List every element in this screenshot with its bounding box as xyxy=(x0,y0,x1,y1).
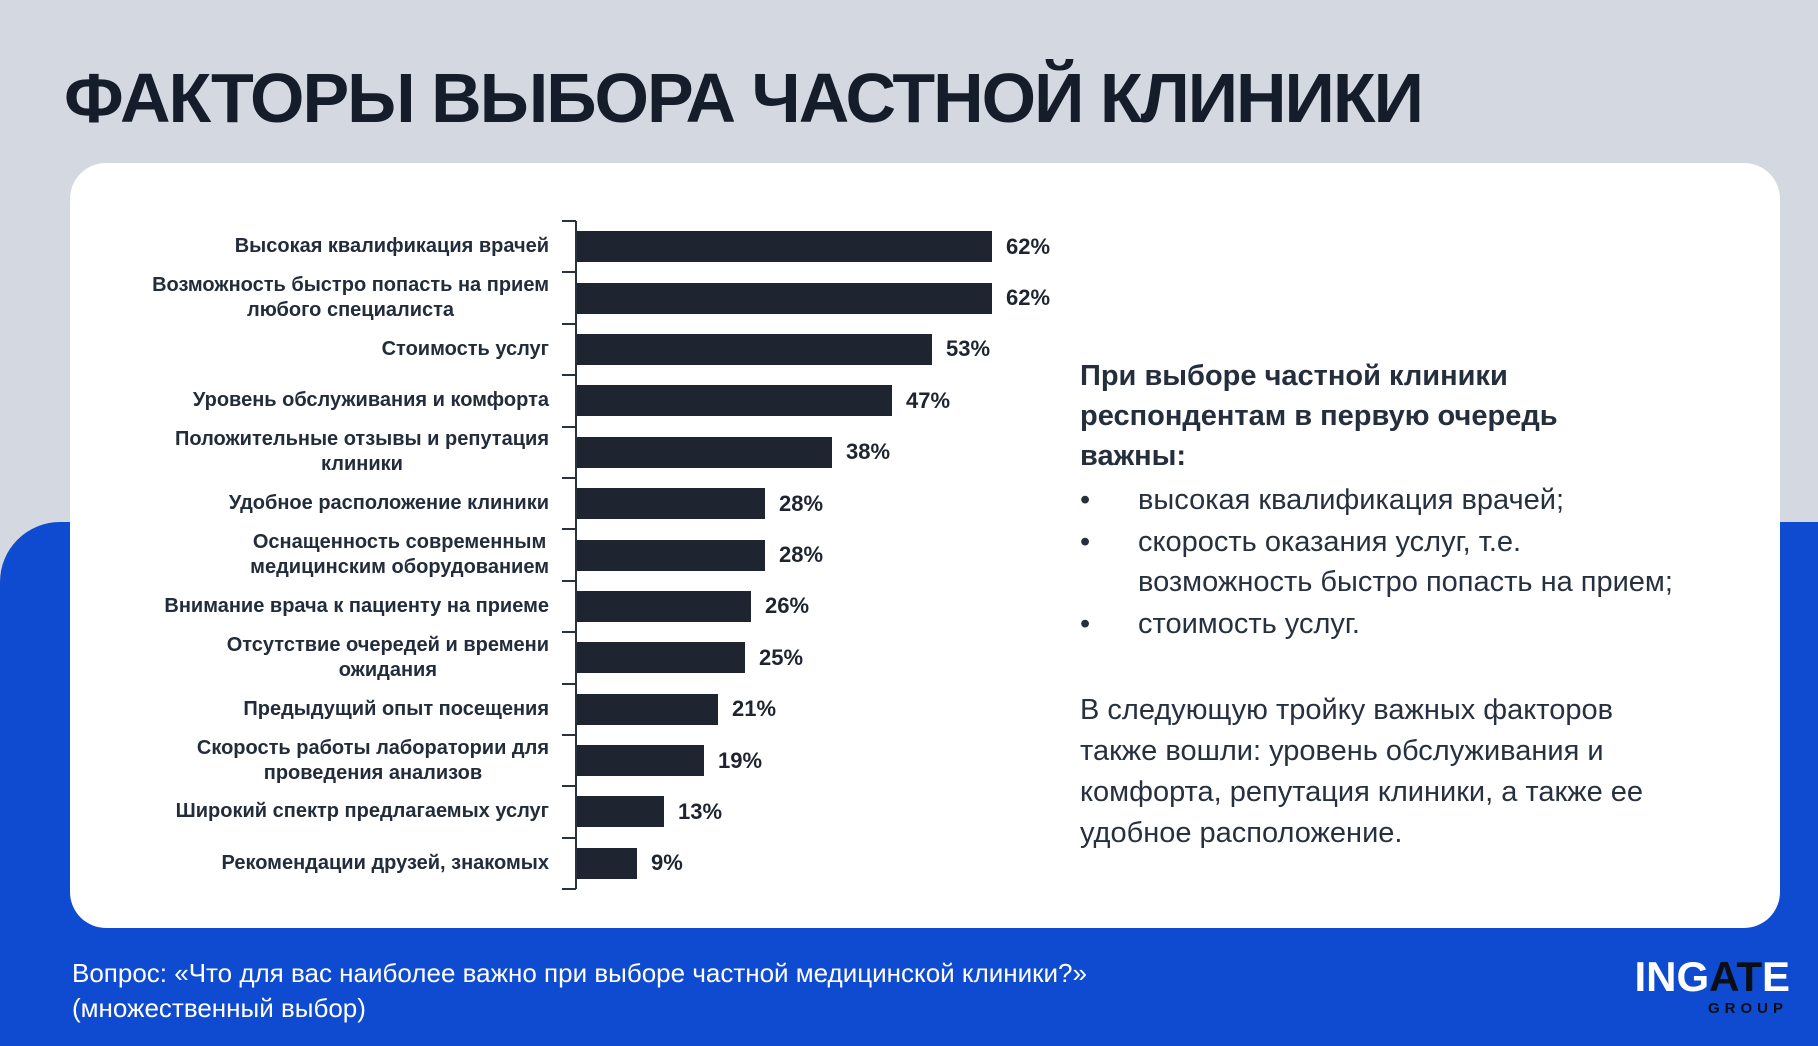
category-label: Предыдущий опыт посещения xyxy=(243,697,549,720)
bar xyxy=(577,333,932,365)
plot-cell: 21% xyxy=(575,684,1110,735)
bar xyxy=(577,436,832,468)
value-label: 38% xyxy=(846,439,891,465)
survey-question: Вопрос: «Что для вас наиболее важно при … xyxy=(72,956,1087,1026)
bar xyxy=(577,488,765,520)
value-label: 62% xyxy=(1006,233,1051,259)
category-label: Высокая квалификация врачей xyxy=(234,235,549,258)
bar xyxy=(577,642,745,674)
plot-cell: 28% xyxy=(575,478,1110,529)
value-label: 28% xyxy=(779,542,824,568)
value-label: 25% xyxy=(759,644,804,670)
category-label: Внимание врача к пациенту на приеме xyxy=(164,594,549,617)
bullet-icon: • xyxy=(1080,526,1091,558)
insight-paragraph: В следующую тройку важных факторов также… xyxy=(1080,694,1644,849)
value-label: 13% xyxy=(678,798,723,824)
bullet-text: стоимость услуг. xyxy=(1138,608,1360,640)
insight-bullet-item: • стоимость услуг. xyxy=(1080,604,1780,644)
insight-bullet-item: • высокая квалификация врачей; xyxy=(1080,480,1780,520)
bar-chart: Высокая квалификация врачей 62% Возможност… xyxy=(100,219,1110,891)
chart-row: Предыдущий опыт посещения 21% xyxy=(100,682,1110,735)
bullet-icon: • xyxy=(1080,484,1091,516)
bar xyxy=(577,282,992,314)
bullet-text: высокая квалификация врачей; xyxy=(1138,484,1565,516)
value-label: 9% xyxy=(651,850,683,876)
bar xyxy=(577,745,704,777)
value-label: 47% xyxy=(906,387,951,413)
value-label: 53% xyxy=(946,336,991,362)
chart-row: Рекомендации друзей, знакомых 9% xyxy=(100,836,1110,891)
bar xyxy=(577,539,765,571)
value-label: 62% xyxy=(1006,285,1051,311)
bar xyxy=(577,796,664,828)
bar xyxy=(577,693,718,725)
chart-row: Внимание врача к пациенту на приеме 26% xyxy=(100,579,1110,632)
bullet-icon: • xyxy=(1080,608,1091,640)
plot-cell: 13% xyxy=(575,786,1110,837)
plot-cell: 19% xyxy=(575,735,1110,786)
logo-text-group: GROUP xyxy=(1707,1000,1788,1017)
logo-text-at: AT xyxy=(1709,953,1762,1000)
chart-row: Уровень обслуживания и комфорта 47% xyxy=(100,374,1110,426)
plot-cell: 62% xyxy=(575,221,1110,272)
chart-row: Широкий спектр предлагаемых услуг 13% xyxy=(100,785,1110,837)
category-label: Стоимость услуг xyxy=(381,337,549,360)
page-title: ФАКТОРЫ ВЫБОРА ЧАСТНОЙ КЛИНИКИ xyxy=(64,59,1424,137)
chart-row: Скорость работы лаборатории для проведен… xyxy=(100,733,1110,786)
value-label: 21% xyxy=(732,696,777,722)
survey-question-line2: (множественный выбор) xyxy=(72,993,366,1023)
plot-cell: 9% xyxy=(575,838,1110,889)
insight-heading: При выборе частной клиники респондентам … xyxy=(1080,360,1558,472)
category-label: Положительные отзывы и репутация клиники xyxy=(174,428,549,476)
insight-bullets: • высокая квалификация врачей; • скорость о… xyxy=(1080,480,1780,644)
value-label: 19% xyxy=(718,747,763,773)
plot-cell: 47% xyxy=(575,375,1110,426)
chart-card: Высокая квалификация врачей 62% Возможност… xyxy=(70,163,1780,928)
plot-cell: 26% xyxy=(575,581,1110,632)
plot-cell: 53% xyxy=(575,324,1110,375)
y-axis-line xyxy=(575,221,577,889)
category-label: Оснащенность современным медицинским обо… xyxy=(250,531,549,579)
category-label: Возможность быстро попасть на прием любо… xyxy=(152,274,549,322)
category-label: Отсутствие очередей и времени ожидания xyxy=(226,633,549,681)
value-label: 26% xyxy=(765,593,810,619)
ingate-logo-wordmark: INGATE xyxy=(1634,956,1790,998)
logo-text-ing: ING xyxy=(1634,953,1710,1000)
chart-row: Положительные отзывы и репутация клиники… xyxy=(100,425,1110,478)
insight-bullet-item: • скорость оказания услуг, т.е. возможнос… xyxy=(1080,522,1780,602)
survey-question-line1: Вопрос: «Что для вас наиболее важно при … xyxy=(72,958,1087,988)
bar xyxy=(577,385,892,417)
plot-cell: 38% xyxy=(575,427,1110,478)
category-label: Удобное расположение клиники xyxy=(228,492,549,515)
chart-row: Оснащенность современным медицинским обо… xyxy=(100,528,1110,580)
logo-text-e: E xyxy=(1761,953,1790,1000)
bullet-text: скорость оказания услуг, т.е. возможност… xyxy=(1138,526,1673,598)
bar xyxy=(577,231,992,263)
chart-row: Высокая квалификация врачей 62% xyxy=(100,219,1110,272)
plot-cell: 25% xyxy=(575,632,1110,683)
category-label: Рекомендации друзей, знакомых xyxy=(221,851,549,874)
bar xyxy=(577,847,637,879)
chart-row: Возможность быстро попасть на прием любо… xyxy=(100,271,1110,323)
plot-cell: 62% xyxy=(575,272,1110,323)
bar xyxy=(577,590,751,622)
category-label: Широкий спектр предлагаемых услуг xyxy=(175,800,549,823)
chart-row: Стоимость услуг 53% xyxy=(100,322,1110,375)
ingate-logo: INGATE GROUP xyxy=(1634,956,1790,1018)
category-label: Скорость работы лаборатории для проведен… xyxy=(196,736,549,784)
plot-cell: 28% xyxy=(575,529,1110,580)
insight-text-block: При выборе частной клиники респондентам … xyxy=(1080,356,1780,854)
value-label: 28% xyxy=(779,490,824,516)
category-label: Уровень обслуживания и комфорта xyxy=(192,389,549,412)
chart-row: Отсутствие очередей и времени ожидания 25… xyxy=(100,631,1110,683)
chart-row: Удобное расположение клиники 28% xyxy=(100,476,1110,529)
